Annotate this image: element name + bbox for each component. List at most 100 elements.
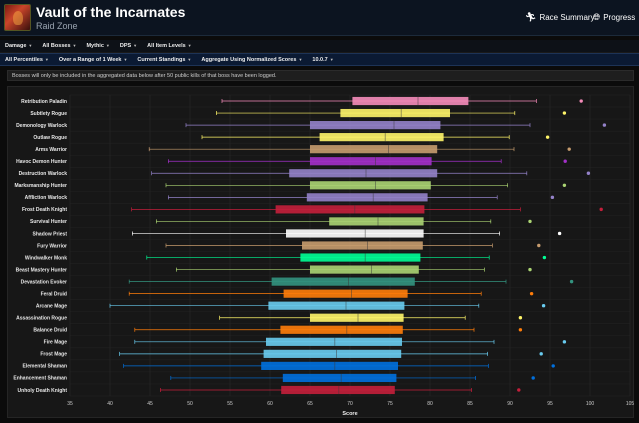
- outlier-point: [562, 183, 567, 187]
- percentile-dropdown[interactable]: All Percentiles ▼: [0, 57, 54, 63]
- page-subtitle: Raid Zone: [36, 21, 78, 31]
- spec-label: Marksmanship Hunter: [14, 183, 67, 189]
- dropdown-label: All Percentiles: [5, 56, 43, 63]
- x-tick-label: 40: [107, 401, 113, 407]
- caret-down-icon: ▼: [298, 56, 303, 62]
- spec-label: Assassination Rogue: [16, 316, 67, 322]
- spec-label: Fury Warrior: [37, 243, 67, 249]
- outlier-point: [563, 159, 567, 163]
- outlier-point: [579, 99, 583, 103]
- progress-link[interactable]: 🌐︎ Progress: [593, 12, 635, 23]
- iqr-box: [310, 157, 432, 166]
- race-summary-label: Race Summary: [539, 13, 595, 22]
- spec-label: Windwalker Monk: [25, 255, 67, 261]
- iqr-box: [310, 265, 419, 274]
- iqr-box: [310, 145, 438, 154]
- spec-label: Enhancement Shaman: [13, 376, 67, 382]
- iqr-box: [329, 217, 424, 226]
- spec-label: Beast Mastery Hunter: [16, 267, 67, 273]
- spec-label: Fire Mage: [44, 340, 68, 346]
- outlier-point: [518, 328, 523, 332]
- caret-down-icon: ▼: [187, 56, 192, 62]
- difficulty-dropdown[interactable]: Mythic ▼: [81, 43, 114, 49]
- globe-icon: 🌐︎: [593, 12, 601, 22]
- x-tick-label: 105: [626, 401, 635, 407]
- spec-label: Frost Death Knight: [22, 207, 67, 213]
- filter-bar-secondary: All Percentiles ▼ Over a Range of 1 Week ▼…: [0, 53, 639, 66]
- outlier-point: [539, 352, 543, 356]
- x-tick-label: 50: [187, 401, 193, 407]
- item-level-dropdown[interactable]: All Item Levels ▼: [142, 43, 197, 49]
- iqr-box: [283, 289, 408, 298]
- spec-label: Arcane Mage: [36, 304, 67, 310]
- dropdown-label: Current Standings: [137, 56, 186, 63]
- spec-label: Devastation Evoker: [21, 279, 67, 285]
- x-tick-label: 70: [347, 401, 353, 407]
- patch-dropdown[interactable]: 10.0.7 ▼: [307, 57, 338, 63]
- iqr-box: [282, 373, 397, 383]
- x-tick-label: 45: [147, 401, 153, 407]
- outlier-point: [569, 279, 574, 284]
- caret-down-icon: ▼: [329, 56, 334, 62]
- iqr-box: [281, 385, 395, 395]
- iqr-box: [306, 193, 428, 202]
- box-plot-chart: 35 40 45 50 55 60 65 70 75 80 85 90 95 100 105 Score Ret…: [13, 94, 635, 417]
- chart-panel: 35 40 45 50 55 60 65 70 75 80 85 90 95 100 105 Score Ret…: [7, 86, 634, 418]
- runner-icon: 🏃︎: [525, 12, 537, 22]
- spec-label: Arms Warrior: [35, 147, 67, 153]
- caret-down-icon: ▼: [72, 43, 77, 48]
- spec-label: Unholy Death Knight: [18, 388, 68, 394]
- iqr-box: [289, 169, 438, 178]
- iqr-box: [302, 241, 423, 250]
- dropdown-label: Over a Range of 1 Week: [58, 56, 122, 63]
- dropdown-label: All Bosses: [42, 43, 71, 49]
- x-tick-label: 100: [586, 401, 595, 407]
- iqr-box: [352, 96, 469, 106]
- outlier-point: [562, 340, 567, 344]
- standings-dropdown[interactable]: Current Standings ▼: [132, 57, 196, 63]
- dropdown-label: Damage: [5, 43, 27, 49]
- iqr-box: [286, 229, 424, 238]
- iqr-box: [261, 361, 398, 370]
- outlier-point: [599, 207, 603, 212]
- iqr-box: [275, 205, 425, 214]
- caret-down-icon: ▼: [105, 43, 110, 48]
- filter-bar-primary: Damage ▼ All Bosses ▼ Mythic ▼ DPS ▼ All Ite…: [0, 40, 639, 53]
- caret-down-icon: ▼: [187, 43, 192, 48]
- caret-down-icon: ▼: [28, 43, 33, 48]
- outlier-point: [541, 304, 546, 308]
- metric-type-dropdown[interactable]: Damage ▼: [0, 43, 37, 49]
- aggregation-dropdown[interactable]: Aggregate Using Normalized Scores ▼: [196, 57, 307, 63]
- spec-label: Demonology Warlock: [16, 123, 67, 129]
- iqr-box: [263, 349, 402, 358]
- race-summary-link[interactable]: 🏃︎ Race Summary: [525, 12, 595, 23]
- x-tick-label: 55: [227, 401, 233, 407]
- outlier-point: [537, 243, 541, 248]
- role-dropdown[interactable]: DPS ▼: [115, 43, 142, 49]
- outlier-point: [517, 388, 521, 392]
- outlier-point: [531, 376, 535, 380]
- outlier-point: [542, 255, 547, 260]
- dropdown-label: Mythic: [86, 43, 104, 49]
- spec-label: Survival Hunter: [30, 219, 67, 225]
- x-tick-label: 80: [427, 401, 433, 407]
- outlier-point: [551, 364, 555, 368]
- spec-label: Subtlety Rogue: [30, 111, 67, 117]
- spec-label: Havoc Demon Hunter: [16, 159, 67, 165]
- spec-label: Feral Druid: [41, 291, 67, 297]
- x-tick-label: 35: [67, 401, 73, 407]
- outlier-point: [602, 123, 607, 127]
- time-range-dropdown[interactable]: Over a Range of 1 Week ▼: [54, 57, 133, 63]
- caret-down-icon: ▼: [133, 43, 138, 48]
- outlier-point: [528, 219, 532, 224]
- dropdown-label: 10.0.7: [312, 56, 328, 63]
- x-tick-label: 90: [507, 401, 513, 407]
- boss-dropdown[interactable]: All Bosses ▼: [37, 43, 81, 49]
- outlier-point: [586, 171, 591, 175]
- spec-label: Elemental Shaman: [23, 364, 67, 370]
- x-tick-label: 60: [267, 401, 273, 407]
- iqr-box: [280, 325, 403, 334]
- spec-label: Shadow Priest: [33, 231, 68, 237]
- iqr-box: [319, 133, 444, 142]
- outlier-point: [518, 316, 523, 320]
